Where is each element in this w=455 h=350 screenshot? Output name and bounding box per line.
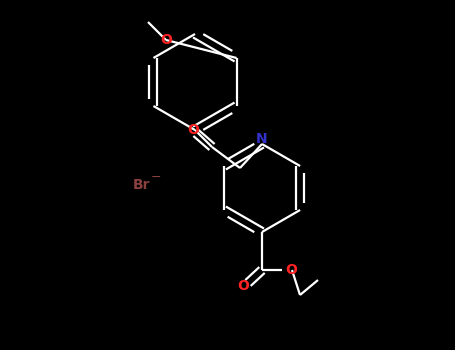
Text: O: O [285, 263, 297, 277]
Text: Br: Br [133, 178, 151, 192]
Text: O: O [160, 33, 172, 47]
Text: O: O [187, 123, 199, 137]
Text: −: − [151, 170, 161, 183]
Text: O: O [237, 279, 249, 293]
Text: N: N [256, 132, 268, 146]
